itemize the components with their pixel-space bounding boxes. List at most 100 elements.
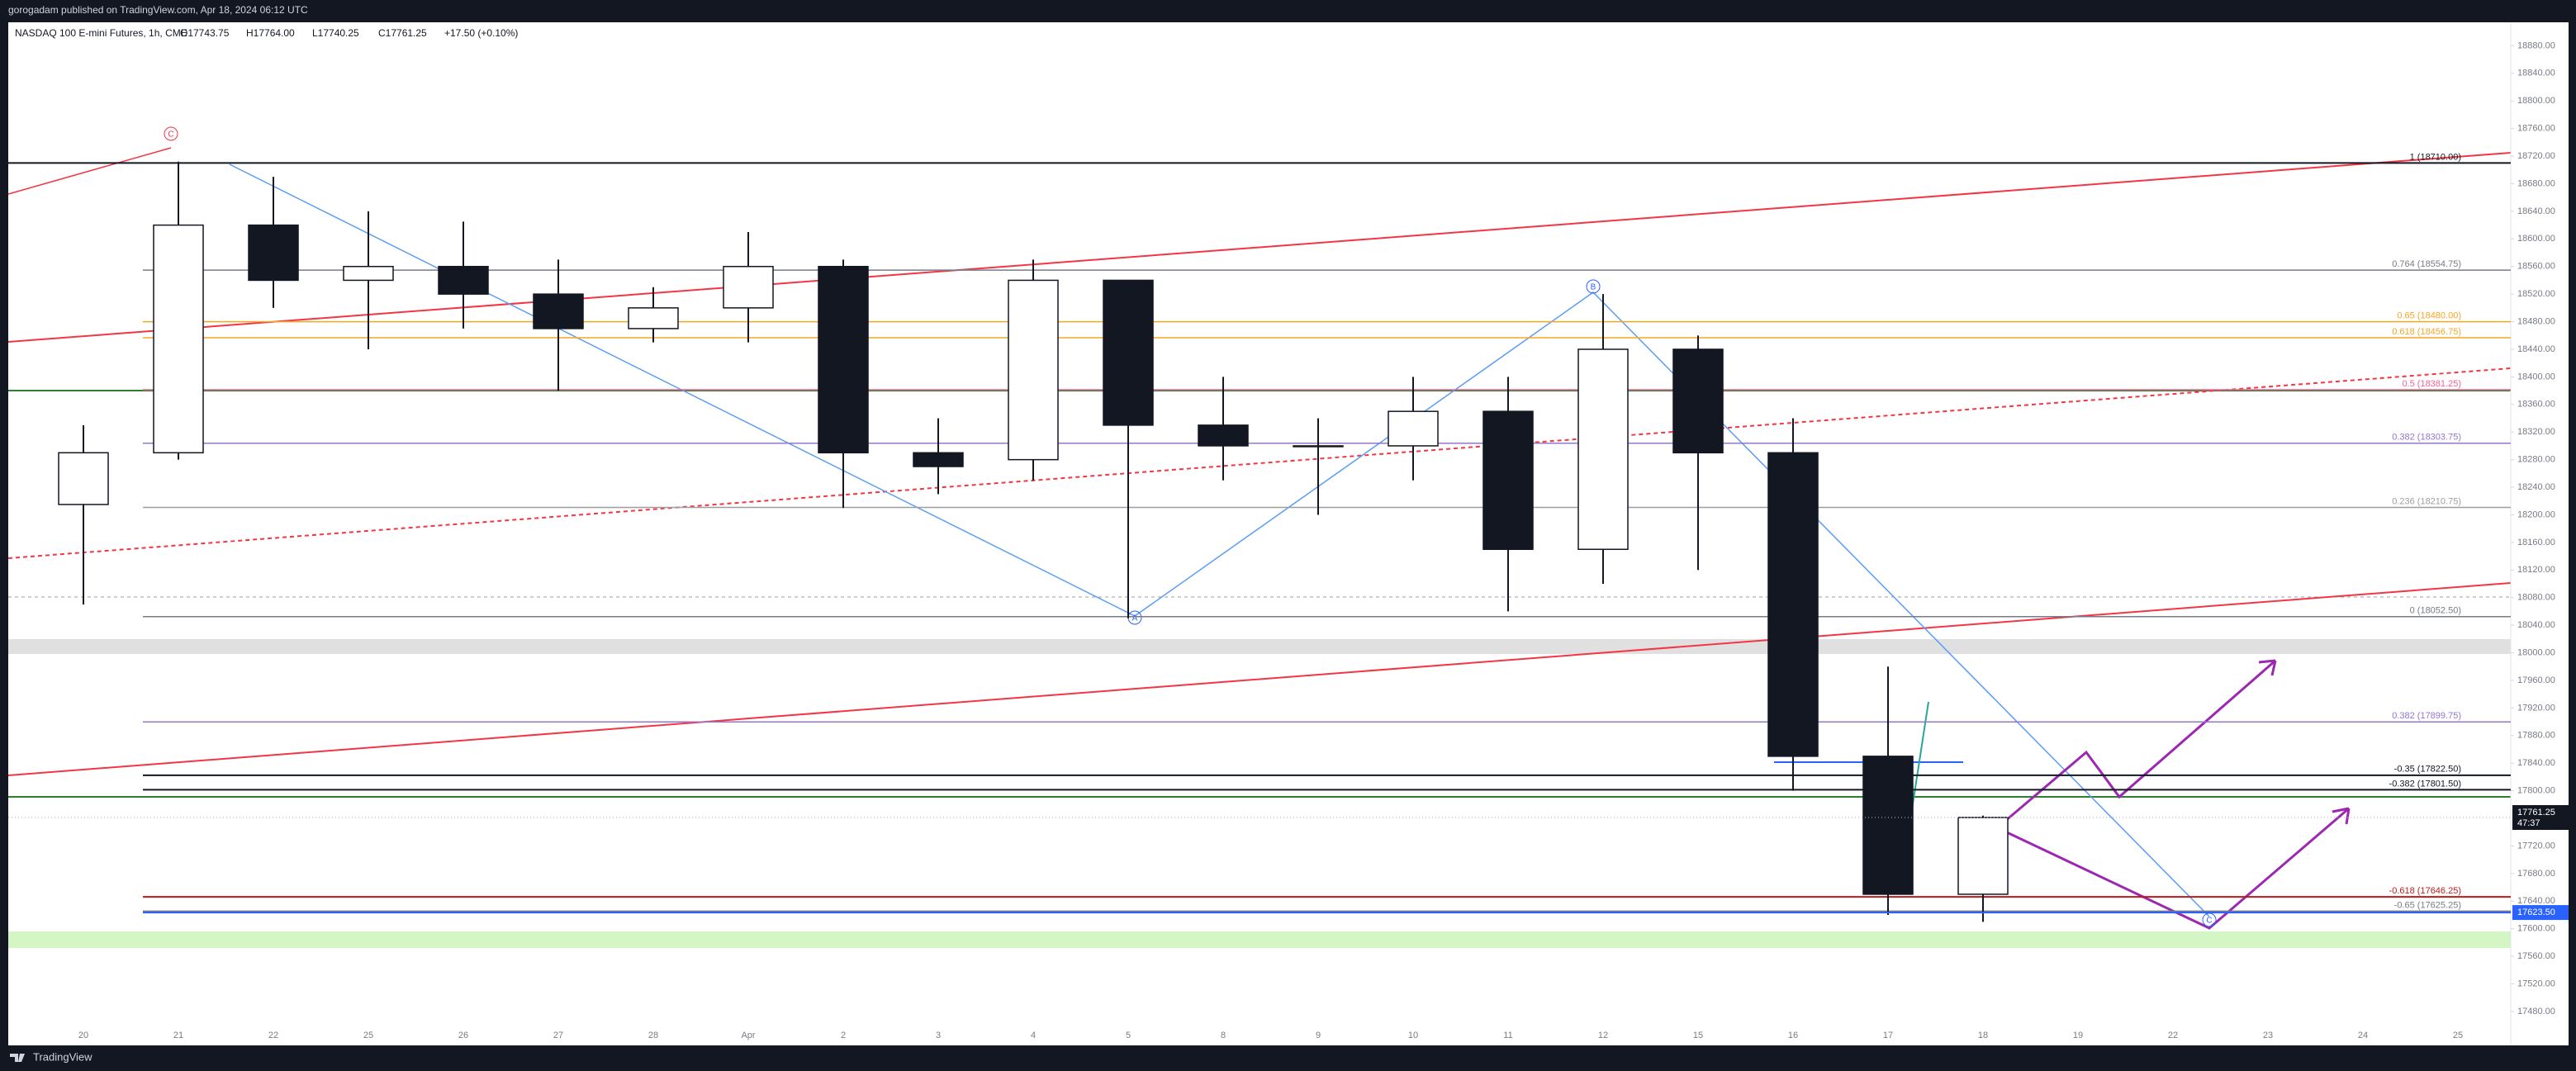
drawings: C B A C bbox=[7, 126, 2512, 948]
wave-label: C bbox=[168, 130, 173, 140]
y-tick-label: 17920.00 bbox=[2517, 703, 2555, 713]
y-tick-label: 18560.00 bbox=[2517, 262, 2555, 272]
wave-label: B bbox=[1591, 283, 1596, 292]
x-tick-label: 2 bbox=[841, 1031, 846, 1040]
y-tick-label: 17960.00 bbox=[2517, 675, 2555, 685]
candle-body bbox=[723, 265, 774, 309]
fib-label: 0.65 (18480.00) bbox=[2397, 310, 2461, 320]
gray-zone bbox=[8, 639, 2511, 654]
fib-label: 0.382 (18303.75) bbox=[2392, 433, 2461, 443]
x-tick-label: 8 bbox=[1221, 1031, 1226, 1040]
candle-body bbox=[58, 452, 109, 505]
projection-arrow bbox=[1992, 807, 2350, 930]
y-tick-label: 17560.00 bbox=[2517, 951, 2555, 961]
x-tick-label: 21 bbox=[173, 1031, 183, 1040]
x-tick-label: 26 bbox=[458, 1031, 468, 1040]
y-tick-label: 17640.00 bbox=[2517, 896, 2555, 906]
wave-label: A bbox=[1132, 614, 1138, 623]
y-tick-label: 18720.00 bbox=[2517, 151, 2555, 161]
candle-body bbox=[1293, 445, 1344, 448]
y-tick-label: 18840.00 bbox=[2517, 69, 2555, 78]
x-tick-label: 18 bbox=[1978, 1031, 1988, 1040]
y-tick-label: 18000.00 bbox=[2517, 647, 2555, 657]
fib-label: -0.382 (17801.50) bbox=[2389, 779, 2461, 789]
candle-body bbox=[248, 224, 299, 282]
y-tick-label: 17840.00 bbox=[2517, 758, 2555, 768]
trend-line-dotted bbox=[7, 367, 2512, 559]
ohlc-value: +17.50 (+0.10%) bbox=[444, 27, 518, 39]
candle-body bbox=[1767, 452, 1819, 757]
y-tick-label: 18280.00 bbox=[2517, 455, 2555, 465]
y-tick-label: 18440.00 bbox=[2517, 344, 2555, 354]
candle-body bbox=[818, 265, 869, 454]
x-tick-label: 15 bbox=[1693, 1031, 1703, 1040]
candle-body bbox=[1957, 817, 2009, 895]
fib-label: 0.382 (17899.75) bbox=[2392, 711, 2461, 721]
trend-line bbox=[7, 152, 2512, 343]
y-tick-label: 17600.00 bbox=[2517, 924, 2555, 934]
candle-body bbox=[153, 224, 204, 454]
x-tick-label: 25 bbox=[363, 1031, 373, 1040]
candle-body bbox=[1198, 424, 1249, 447]
candle-body bbox=[438, 265, 489, 295]
ohlc-value: O17743.75 bbox=[180, 27, 230, 39]
candle-body bbox=[343, 265, 394, 282]
y-tick-label: 18360.00 bbox=[2517, 400, 2555, 410]
x-tick-label: 10 bbox=[1408, 1031, 1418, 1040]
x-tick-label: 23 bbox=[2263, 1031, 2273, 1040]
candle-body bbox=[1862, 756, 1914, 895]
x-tick-label: 28 bbox=[648, 1031, 658, 1040]
y-tick-label: 18480.00 bbox=[2517, 316, 2555, 326]
x-tick-label: 25 bbox=[2453, 1031, 2463, 1040]
candle-body bbox=[1008, 279, 1059, 461]
trend-line bbox=[1911, 701, 1929, 810]
candle-body bbox=[1483, 410, 1534, 550]
x-tick-label: 22 bbox=[2168, 1031, 2178, 1040]
x-tick-label: 24 bbox=[2358, 1031, 2368, 1040]
candle-body bbox=[1577, 348, 1629, 550]
x-tick-label: 11 bbox=[1503, 1031, 1512, 1040]
y-tick-label: 17880.00 bbox=[2517, 731, 2555, 741]
fib-label: -0.35 (17822.50) bbox=[2394, 765, 2461, 775]
x-tick-label: 22 bbox=[268, 1031, 278, 1040]
fib-label: 1 (18710.00) bbox=[2410, 152, 2461, 162]
fib-label: 0.618 (18456.75) bbox=[2392, 327, 2461, 337]
chart-background bbox=[8, 22, 2569, 1045]
x-tick-label: Apr bbox=[741, 1031, 755, 1040]
wave-label: C bbox=[2206, 917, 2212, 926]
last-price-label: 17761.25 bbox=[2517, 808, 2555, 817]
y-tick-label: 18240.00 bbox=[2517, 482, 2555, 492]
y-tick-label: 18160.00 bbox=[2517, 538, 2555, 547]
x-tick-label: 5 bbox=[1126, 1031, 1131, 1040]
ohlc-value: C17761.25 bbox=[378, 27, 427, 39]
marker-tag bbox=[2512, 905, 2569, 921]
wave-badge bbox=[1586, 279, 1601, 294]
fib-label: 0.764 (18554.75) bbox=[2392, 259, 2461, 269]
x-tick-label: 20 bbox=[78, 1031, 88, 1040]
candle-body bbox=[913, 452, 964, 467]
y-tick-label: 18760.00 bbox=[2517, 124, 2555, 134]
trend-line bbox=[7, 147, 172, 195]
y-tick-label: 18640.00 bbox=[2517, 206, 2555, 216]
publisher: gorogadam published on TradingView.com, … bbox=[8, 4, 308, 16]
fib-label: 0 (18052.50) bbox=[2410, 606, 2461, 616]
x-tick-label: 16 bbox=[1788, 1031, 1798, 1040]
brand: TradingView bbox=[33, 1050, 93, 1063]
y-tick-label: 18600.00 bbox=[2517, 234, 2555, 244]
countdown: 47:37 bbox=[2517, 818, 2540, 828]
y-tick-label: 18040.00 bbox=[2517, 620, 2555, 630]
y-tick-label: 18320.00 bbox=[2517, 427, 2555, 437]
candle-body bbox=[1103, 279, 1154, 426]
x-tick-label: 9 bbox=[1316, 1031, 1321, 1040]
brand-logo bbox=[10, 1054, 25, 1062]
wave-badge bbox=[164, 126, 178, 141]
x-tick-label: 4 bbox=[1031, 1031, 1036, 1040]
trend-line bbox=[7, 582, 2512, 776]
fib-label: -0.618 (17646.25) bbox=[2389, 886, 2461, 896]
fib-label: 0.236 (18210.75) bbox=[2392, 496, 2461, 506]
marker-label: 17623.50 bbox=[2517, 908, 2555, 917]
x-tick-label: 19 bbox=[2073, 1031, 2083, 1040]
y-tick-label: 18680.00 bbox=[2517, 178, 2555, 188]
